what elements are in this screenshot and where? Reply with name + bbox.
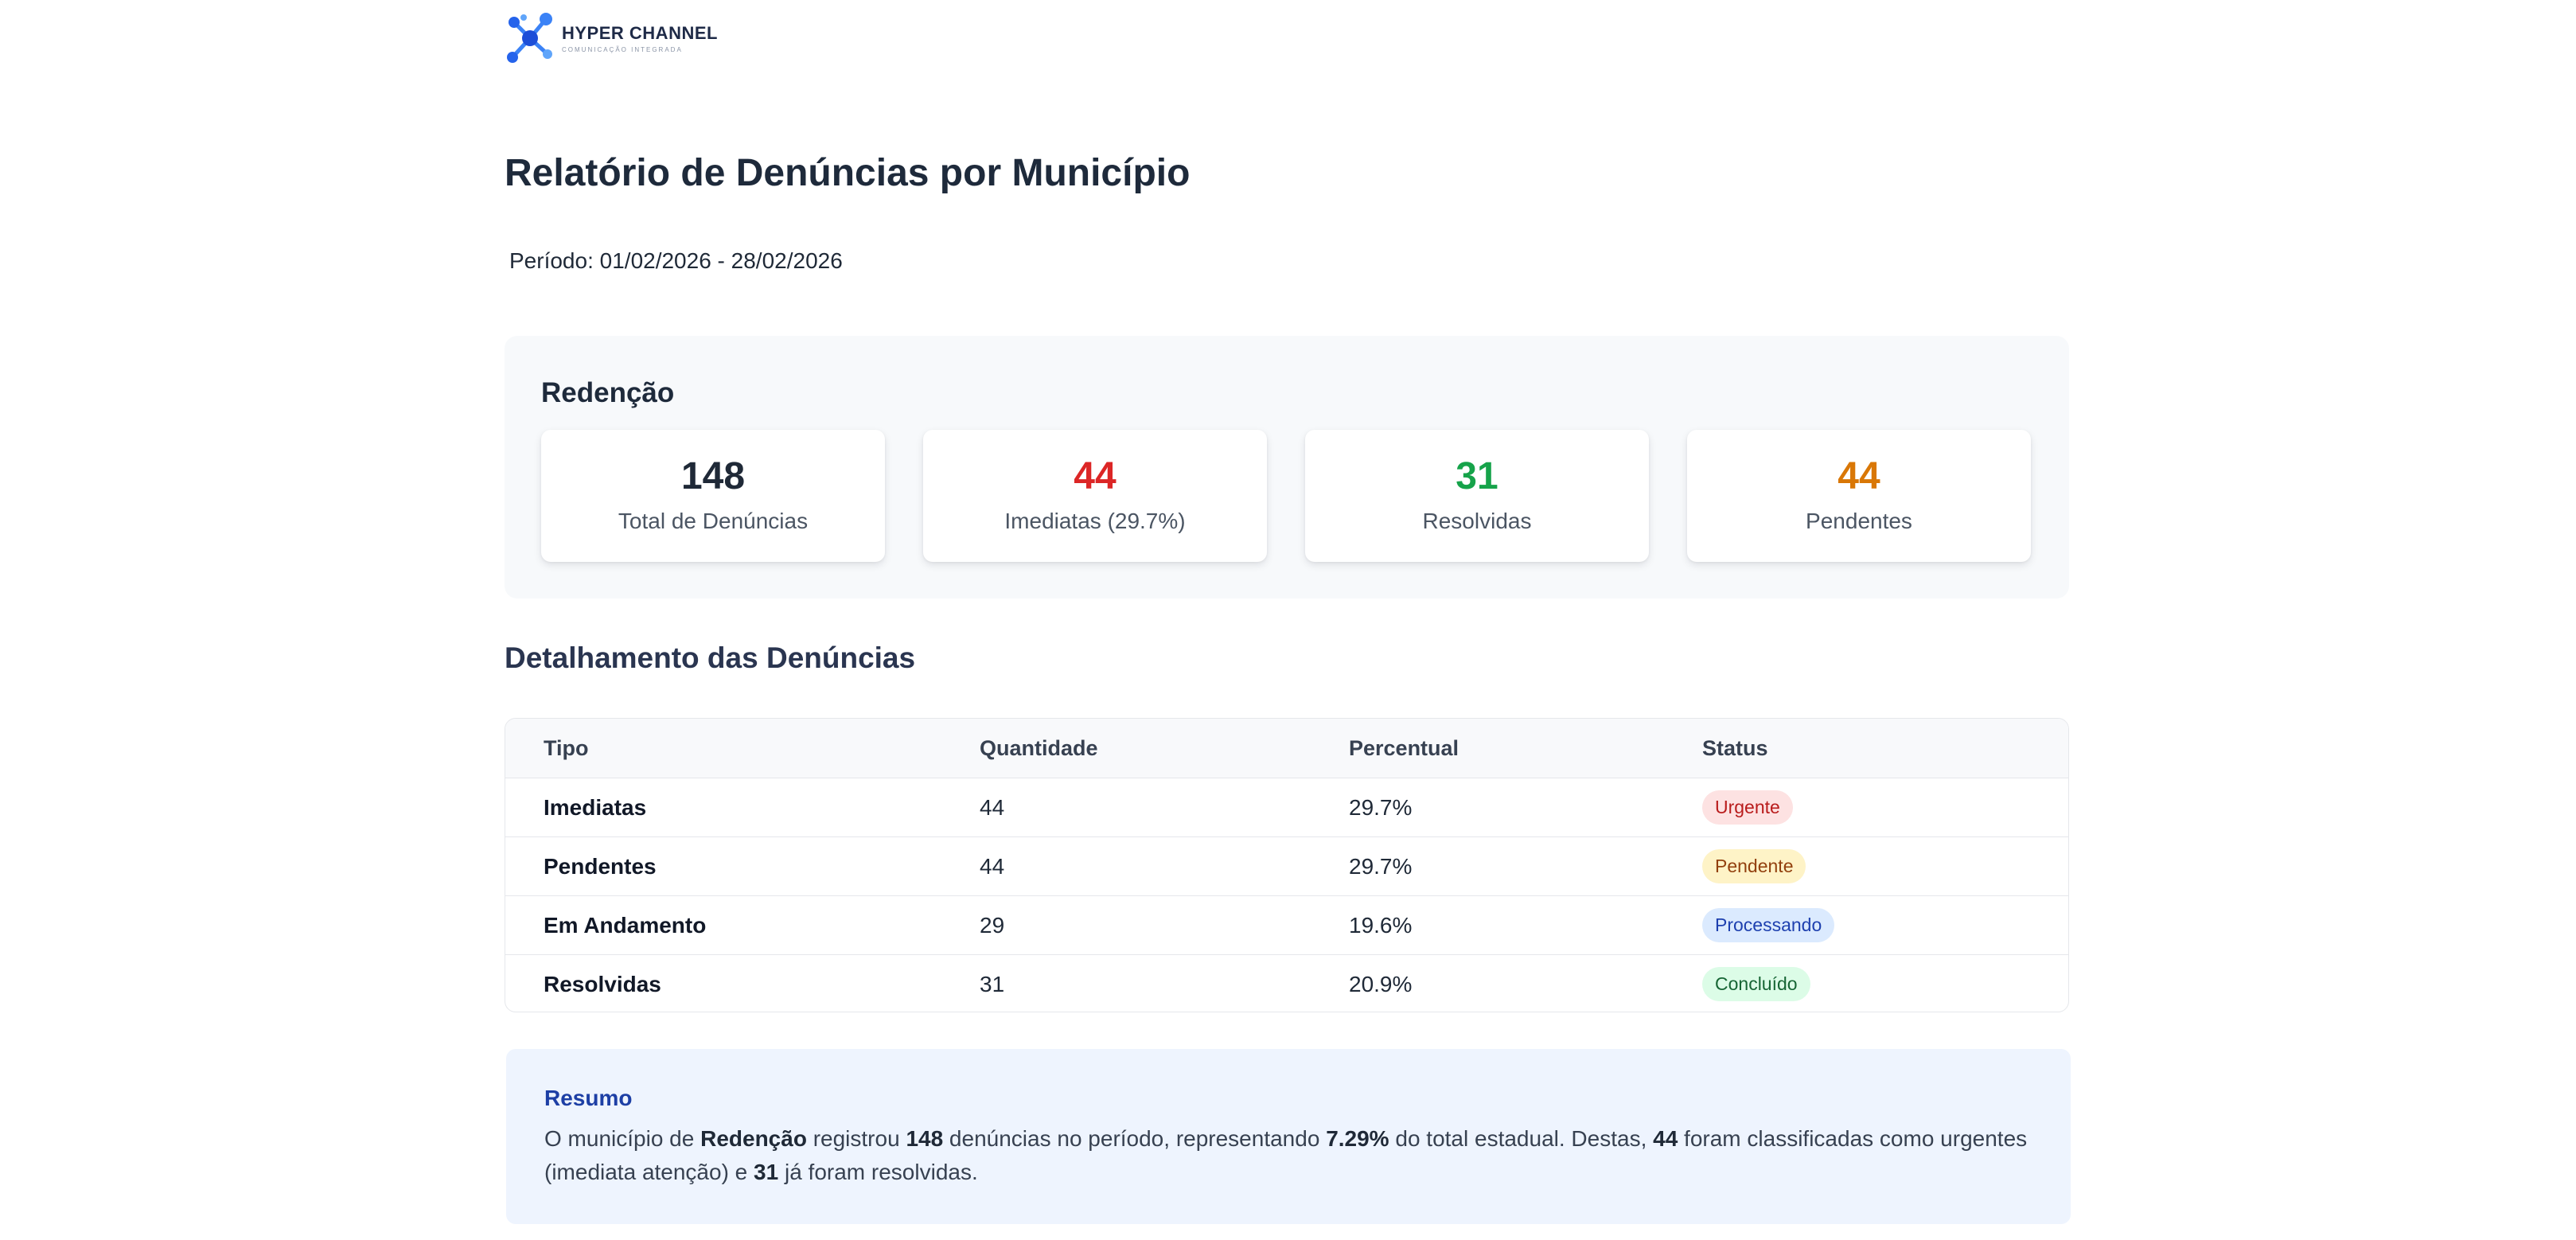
stat-value: 44: [1837, 455, 1880, 497]
stat-label: Pendentes: [1806, 509, 1912, 533]
stat-card-pending: 44 Pendentes: [1687, 430, 2031, 562]
cell-percent: 19.6%: [1349, 912, 1413, 938]
summary-municipality: Redenção: [700, 1126, 807, 1151]
cell-quantity: 44: [980, 853, 1005, 879]
cell-quantity: 31: [980, 971, 1005, 996]
stat-card-total: 148 Total de Denúncias: [541, 430, 885, 562]
summary-share: 7.29%: [1326, 1126, 1389, 1151]
table-row: Resolvidas 31 20.9% Concluído: [505, 955, 2068, 1012]
stat-label: Resolvidas: [1422, 509, 1532, 533]
table-header: Tipo Quantidade Percentual Status: [505, 719, 2068, 778]
logo-subtitle: COMUNICAÇÃO INTEGRADA: [562, 46, 683, 53]
details-table: Tipo Quantidade Percentual Status Imedia…: [505, 718, 2069, 1012]
logo-name: HYPER CHANNEL: [562, 23, 718, 43]
stat-value: 44: [1074, 455, 1117, 497]
table-row: Pendentes 44 29.7% Pendente: [505, 837, 2068, 896]
report-period: Período: 01/02/2026 - 28/02/2026: [509, 248, 843, 274]
cell-percent: 29.7%: [1349, 794, 1413, 820]
cell-type: Imediatas: [544, 794, 647, 820]
status-badge: Processando: [1702, 908, 1835, 942]
column-header-percent: Percentual: [1349, 735, 1459, 760]
summary-text: O município de Redenção registrou 148 de…: [544, 1126, 2028, 1184]
municipality-card: Redenção 148 Total de Denúncias 44 Imedi…: [505, 336, 2069, 599]
table-row: Imediatas 44 29.7% Urgente: [505, 778, 2068, 837]
network-nodes-icon: [507, 13, 552, 63]
stat-value: 148: [680, 455, 746, 497]
company-logo: HYPER CHANNEL COMUNICAÇÃO INTEGRADA: [505, 11, 718, 65]
summary-resolved: 31: [754, 1160, 779, 1184]
stat-card-resolved: 31 Resolvidas: [1305, 430, 1649, 562]
column-header-quantity: Quantidade: [980, 735, 1098, 760]
municipality-name: Redenção: [541, 377, 675, 408]
summary-title: Resumo: [544, 1086, 633, 1110]
stat-card-immediate: 44 Imediatas (29.7%): [923, 430, 1267, 562]
status-badge: Concluído: [1702, 967, 1810, 1001]
summary-total: 148: [906, 1126, 944, 1151]
cell-type: Resolvidas: [544, 971, 661, 996]
status-badge: Urgente: [1702, 790, 1793, 825]
stat-label: Imediatas (29.7%): [1004, 509, 1186, 533]
cell-percent: 20.9%: [1349, 971, 1413, 996]
stat-label: Total de Denúncias: [618, 509, 809, 533]
cell-quantity: 44: [980, 794, 1005, 820]
cell-type: Pendentes: [544, 853, 657, 879]
cell-type: Em Andamento: [544, 912, 707, 938]
cell-percent: 29.7%: [1349, 853, 1413, 879]
period-value: 01/02/2026 - 28/02/2026: [599, 248, 843, 273]
period-label: Período:: [509, 248, 594, 273]
summary-box: Resumo O município de Redenção registrou…: [506, 1049, 2071, 1224]
table-row: Em Andamento 29 19.6% Processando: [505, 896, 2068, 955]
summary-urgent: 44: [1653, 1126, 1678, 1151]
column-header-type: Tipo: [544, 735, 589, 760]
stat-value: 31: [1456, 455, 1498, 497]
cell-quantity: 29: [980, 912, 1005, 938]
details-section-title: Detalhamento das Denúncias: [505, 641, 916, 674]
page-title: Relatório de Denúncias por Município: [505, 152, 1191, 194]
stats-row: 148 Total de Denúncias 44 Imediatas (29.…: [541, 430, 2031, 562]
status-badge: Pendente: [1702, 849, 1806, 883]
column-header-status: Status: [1702, 735, 1768, 760]
